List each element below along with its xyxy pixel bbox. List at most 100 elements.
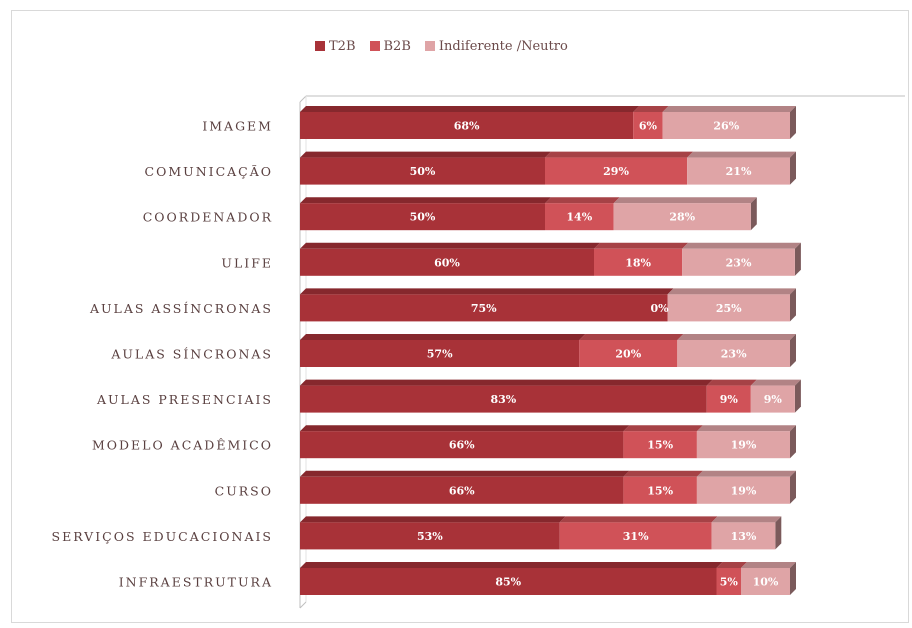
bar-top-5-1	[579, 334, 684, 340]
value-label-9-2: 13%	[731, 530, 757, 543]
bar-top-8-2	[696, 470, 796, 477]
value-label-3-2: 23%	[726, 256, 752, 269]
category-label-6: AULAS PRESENCIAIS	[96, 392, 273, 407]
category-label-3: ULIFE	[221, 255, 273, 270]
category-label-0: IMAGEM	[202, 119, 273, 134]
bar-top-7-1	[623, 425, 703, 432]
value-label-10-0: 85%	[495, 576, 521, 589]
bar-7-0	[300, 431, 624, 459]
bar-6-2	[750, 385, 795, 413]
bar-top-10-1	[716, 562, 747, 568]
bar-6-1	[706, 385, 751, 413]
value-label-9-0: 53%	[417, 530, 443, 543]
bar-top-5-2	[677, 334, 796, 340]
bar-8-2	[696, 476, 790, 504]
bar-top-4-2	[667, 288, 796, 295]
value-label-8-1: 15%	[647, 484, 673, 497]
bar-end-8	[790, 470, 796, 504]
bar-0-2	[662, 112, 790, 139]
bar-7-2	[696, 431, 790, 459]
bar-end-5	[790, 334, 796, 367]
value-label-2-2: 28%	[669, 211, 695, 224]
legend-swatch-2	[424, 41, 435, 51]
value-label-8-2: 19%	[731, 484, 757, 497]
bar-top-3-2	[682, 242, 801, 249]
bar-10-2	[741, 568, 790, 595]
bar-end-7	[790, 425, 796, 459]
value-label-6-2: 9%	[764, 393, 783, 406]
bar-end-2	[750, 197, 757, 231]
bar-7-1	[623, 431, 697, 459]
bar-top-2-0	[300, 197, 551, 204]
category-label-5: AULAS SÍNCRONAS	[110, 347, 273, 362]
bar-5-0	[300, 340, 580, 367]
bar-2-2	[613, 203, 751, 231]
value-label-0-0: 68%	[454, 120, 480, 133]
bar-1-0	[300, 157, 545, 185]
bar-top-8-1	[623, 470, 703, 477]
bar-end-9	[775, 516, 782, 550]
bar-top-5-0	[300, 334, 586, 340]
category-label-9: SERVIÇOS EDUCACIONAIS	[52, 529, 273, 544]
legend-label-0: T2B	[329, 38, 356, 54]
value-label-1-0: 50%	[410, 165, 436, 178]
bar-10-0	[300, 568, 717, 595]
value-label-10-2: 10%	[753, 576, 779, 589]
bar-top-7-2	[696, 425, 796, 432]
bar-1-1	[545, 157, 688, 185]
bar-end-1	[790, 151, 796, 185]
bar-top-6-0	[300, 379, 713, 386]
bar-end-0	[790, 106, 796, 139]
bar-top-0-1	[633, 106, 669, 112]
value-label-8-0: 66%	[449, 484, 475, 497]
value-label-4-2: 25%	[716, 302, 742, 315]
bar-top-9-2	[711, 516, 782, 523]
legend-entry-0: T2B	[315, 39, 356, 54]
value-label-5-1: 20%	[615, 348, 641, 361]
bar-0-0	[300, 112, 634, 139]
bar-top-6-1	[706, 379, 757, 386]
bar-10-1	[716, 568, 741, 595]
bar-end-4	[790, 288, 796, 322]
value-label-1-2: 21%	[726, 165, 752, 178]
bar-2-0	[300, 203, 545, 231]
bar-top-9-1	[559, 516, 718, 523]
value-label-6-1: 9%	[720, 393, 739, 406]
bar-top-9-0	[300, 516, 566, 523]
legend: T2B B2B Indiferente /Neutro	[315, 36, 568, 56]
value-label-2-0: 50%	[410, 211, 436, 224]
value-label-6-0: 83%	[490, 393, 516, 406]
bar-2-1	[545, 203, 614, 231]
value-label-7-1: 15%	[647, 439, 673, 452]
bar-9-0	[300, 522, 560, 550]
bar-9-2	[711, 522, 776, 550]
bar-4-0	[300, 294, 668, 322]
bar-top-0-0	[300, 106, 640, 112]
axis-depth-bottom	[299, 601, 307, 609]
value-label-5-2: 23%	[721, 348, 747, 361]
bar-top-8-0	[300, 470, 630, 477]
bar-top-3-1	[594, 242, 689, 249]
value-label-3-1: 18%	[625, 256, 651, 269]
legend-swatch-0	[315, 41, 325, 51]
bar-3-1	[594, 248, 683, 276]
bar-end-3	[794, 242, 801, 276]
bar-5-1	[579, 340, 678, 367]
bar-top-10-0	[300, 562, 723, 568]
legend-label-1: B2B	[383, 38, 411, 54]
bar-top-3-0	[300, 242, 600, 249]
legend-entry-2: Indiferente /Neutro	[424, 39, 568, 54]
value-label-1-1: 29%	[603, 165, 629, 178]
category-label-8: CURSO	[215, 483, 273, 498]
legend-entry-1: B2B	[369, 38, 411, 54]
value-label-0-1: 6%	[639, 120, 658, 133]
bar-top-7-0	[300, 425, 630, 432]
value-label-0-2: 26%	[713, 120, 739, 133]
axis-depth-top	[299, 95, 307, 103]
category-label-2: COORDENADOR	[143, 210, 273, 225]
value-label-4-1: 0%	[650, 302, 669, 315]
value-label-9-1: 31%	[623, 530, 649, 543]
bar-top-2-1	[545, 197, 620, 204]
bar-4-2	[667, 294, 790, 322]
